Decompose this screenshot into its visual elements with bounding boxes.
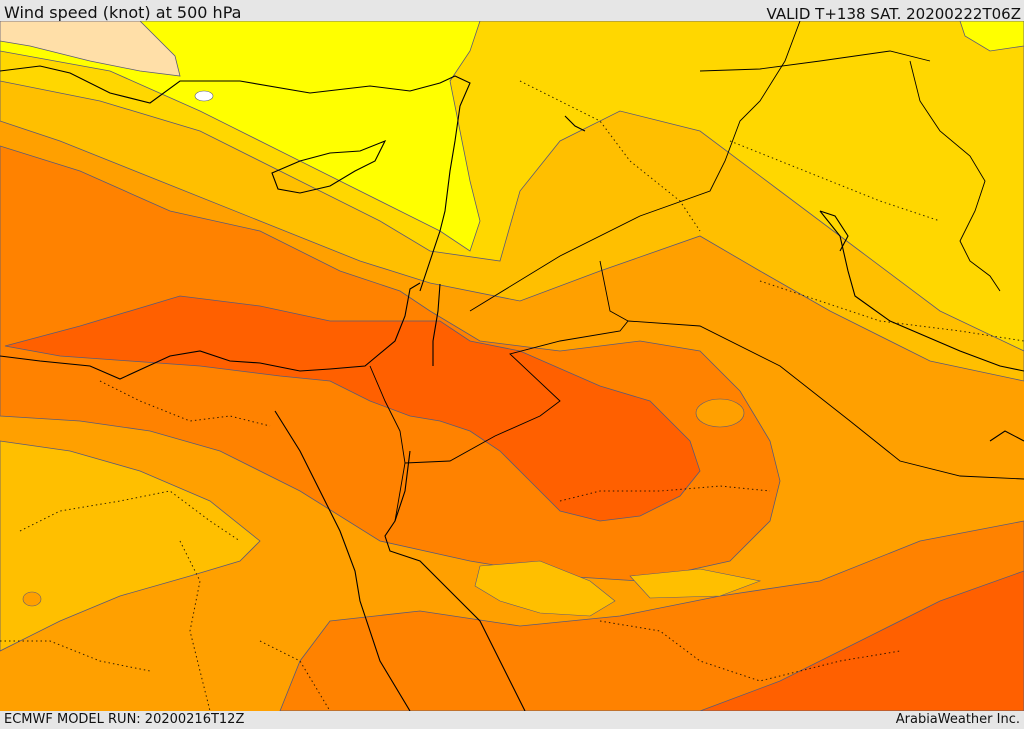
contour-core-very-high-se <box>699 570 1024 711</box>
contour-band-mid-sw <box>0 440 261 652</box>
country-borders <box>369 21 1024 522</box>
footer-bar: ECMWF MODEL RUN: 20200216T12Z ArabiaWeat… <box>0 711 1024 729</box>
contour-band-very-low <box>0 21 181 77</box>
contour-patch-sw <box>22 591 42 607</box>
header-bar: Wind speed (knot) at 500 hPa VALID T+138… <box>0 0 1024 23</box>
contour-band-low-ne <box>959 21 1024 52</box>
contour-patch-mid <box>695 398 745 428</box>
contour-patch-mid-south <box>474 560 616 617</box>
model-run-label: ECMWF MODEL RUN: 20200216T12Z <box>4 712 245 727</box>
contour-core-very-high <box>4 295 701 522</box>
credit-label: ArabiaWeather Inc. <box>895 712 1020 727</box>
contour-patch-mid-south2 <box>629 568 762 599</box>
coastlines <box>0 65 1024 711</box>
province-borders <box>0 80 1024 711</box>
contour-band-low <box>0 21 481 252</box>
map-title: Wind speed (knot) at 500 hPa <box>4 3 242 22</box>
contour-spot-low <box>194 90 214 102</box>
wind-speed-map <box>0 21 1024 711</box>
valid-time: VALID T+138 SAT. 20200222T06Z <box>766 5 1021 23</box>
